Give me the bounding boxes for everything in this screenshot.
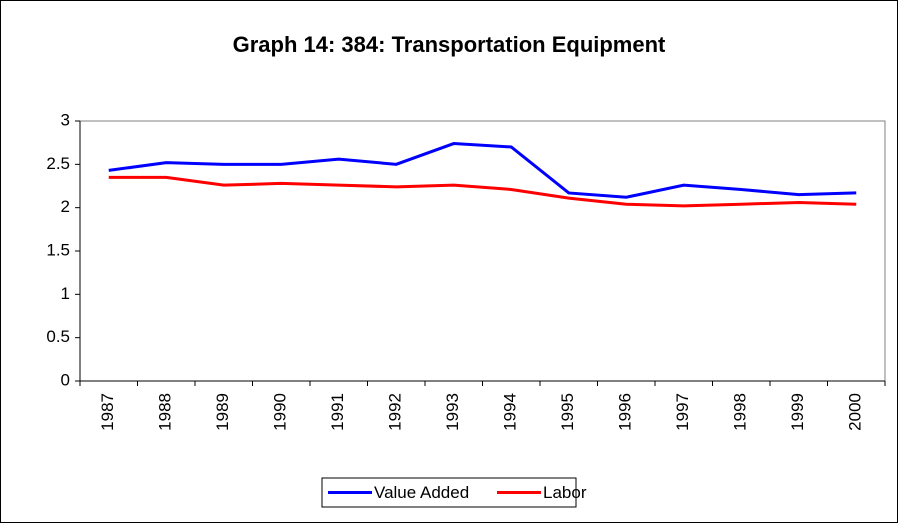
x-tick-label: 1990	[271, 393, 290, 431]
legend-label: Labor	[543, 483, 587, 502]
x-tick-label: 1991	[328, 393, 347, 431]
x-tick-label: 1989	[213, 393, 232, 431]
series-line	[108, 175, 857, 208]
y-tick-label: 0.5	[46, 327, 70, 346]
y-tick-label: 3	[61, 110, 70, 129]
x-tick-label: 1998	[731, 393, 750, 431]
y-tick-label: 2	[61, 197, 70, 216]
x-tick-label: 1996	[616, 393, 635, 431]
x-tick-label: 1992	[386, 393, 405, 431]
x-tick-label: 1993	[443, 393, 462, 431]
x-tick-label: 1999	[788, 393, 807, 431]
x-tick-label: 1994	[501, 393, 520, 431]
series-line	[108, 142, 857, 199]
x-tick-label: 1988	[156, 393, 175, 431]
legend-label: Value Added	[374, 483, 469, 502]
chart-title: Graph 14: 384: Transportation Equipment	[233, 32, 666, 57]
y-tick-label: 1.5	[46, 240, 70, 259]
x-tick-label: 1987	[98, 393, 117, 431]
y-tick-label: 1	[61, 284, 70, 303]
x-tick-label: 1997	[673, 393, 692, 431]
y-tick-label: 2.5	[46, 154, 70, 173]
x-tick-label: 2000	[846, 393, 865, 431]
x-tick-label: 1995	[558, 393, 577, 431]
y-tick-label: 0	[61, 370, 70, 389]
